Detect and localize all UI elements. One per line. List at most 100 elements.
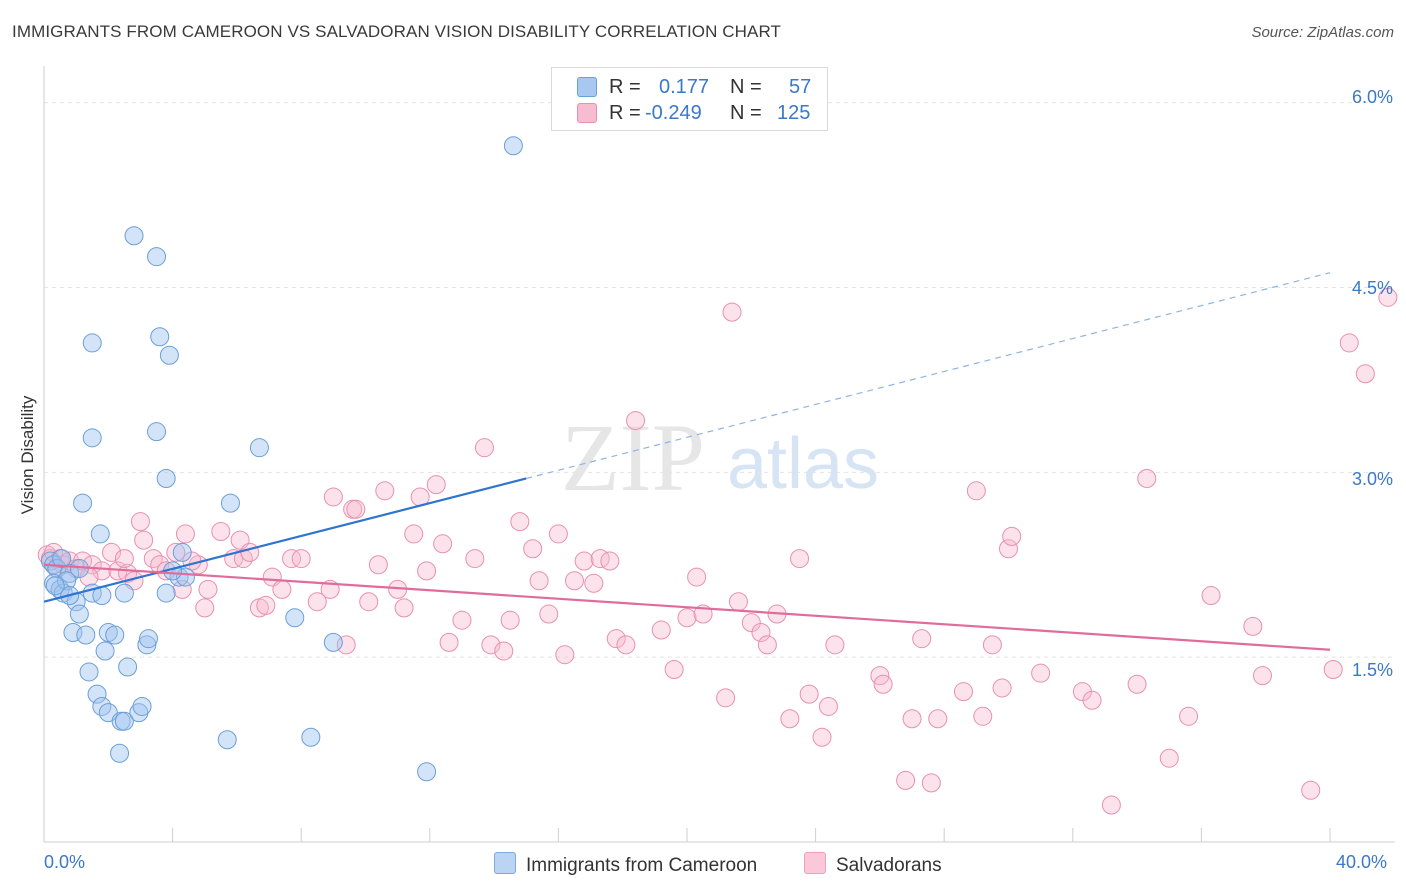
- data-point: [1137, 468, 1157, 488]
- axes: [43, 66, 1395, 843]
- data-point: [439, 632, 459, 652]
- n-value: 125: [777, 102, 811, 124]
- data-point: [272, 579, 292, 599]
- data-point: [1159, 748, 1179, 768]
- data-point: [799, 684, 819, 704]
- data-point: [130, 512, 150, 532]
- data-point: [825, 635, 845, 655]
- data-point: [912, 629, 932, 649]
- gridlines: [44, 102, 1395, 658]
- data-point: [211, 521, 231, 541]
- data-point: [465, 549, 485, 569]
- trend-line-cameroon: [43, 477, 527, 603]
- data-point: [818, 696, 838, 716]
- data-point: [928, 709, 948, 729]
- data-point: [166, 542, 186, 562]
- legend-swatch-pink: [804, 852, 826, 874]
- data-point: [1201, 586, 1221, 606]
- data-point: [555, 645, 575, 665]
- watermark-atlas: atlas: [727, 424, 879, 504]
- data-point: [1127, 674, 1147, 694]
- data-point: [147, 247, 167, 267]
- data-point: [873, 674, 893, 694]
- data-point: [1082, 690, 1102, 710]
- data-point: [129, 703, 149, 723]
- data-point: [394, 598, 414, 618]
- data-point: [523, 539, 543, 559]
- data-point: [1179, 706, 1199, 726]
- data-point: [812, 727, 832, 747]
- data-point: [417, 762, 437, 782]
- data-point: [584, 573, 604, 593]
- data-point: [548, 524, 568, 544]
- data-point: [790, 549, 810, 569]
- n-label: N =: [730, 76, 762, 98]
- data-point: [156, 583, 176, 603]
- legend-swatch-pink: [577, 103, 597, 123]
- data-point: [1378, 287, 1398, 307]
- data-point: [240, 542, 260, 562]
- data-point: [500, 610, 520, 630]
- data-point: [90, 524, 110, 544]
- data-point: [82, 428, 102, 448]
- data-point: [198, 579, 218, 599]
- legend-swatch-blue: [577, 77, 597, 97]
- data-point: [503, 136, 523, 156]
- data-point: [137, 635, 157, 655]
- data-point: [118, 563, 138, 583]
- data-point: [256, 595, 276, 615]
- data-point: [999, 539, 1018, 559]
- data-point: [375, 481, 395, 501]
- data-point: [220, 493, 240, 513]
- data-point: [780, 709, 800, 729]
- data-point: [282, 549, 302, 569]
- data-point: [175, 524, 195, 544]
- data-point: [79, 662, 99, 682]
- data-point: [368, 555, 388, 575]
- data-point: [159, 345, 179, 365]
- data-point: [132, 696, 152, 716]
- legend-item-salvadorans: Salvadorans: [804, 852, 942, 877]
- n-label: N =: [730, 102, 762, 124]
- chart-title: IMMIGRANTS FROM CAMEROON VS SALVADORAN V…: [12, 22, 782, 41]
- data-point: [134, 530, 154, 550]
- data-point: [291, 549, 311, 569]
- data-point: [600, 551, 620, 571]
- data-point: [973, 706, 993, 726]
- correlation-legend: R = 0.177 N = 57 R = -0.249 N = 125: [551, 67, 828, 131]
- data-point: [114, 549, 134, 569]
- data-point: [124, 226, 144, 246]
- data-point: [110, 743, 130, 763]
- trend-line-salvadorans: [43, 563, 1331, 651]
- data-point: [114, 711, 134, 731]
- r-label: R =: [609, 102, 641, 124]
- data-point: [195, 598, 215, 618]
- data-point: [172, 542, 192, 562]
- data-point: [616, 635, 636, 655]
- data-point: [921, 773, 941, 793]
- data-point: [1252, 666, 1272, 686]
- y-tick-label: 6.0%: [1351, 87, 1393, 107]
- data-point: [95, 641, 115, 661]
- data-point: [716, 688, 736, 708]
- data-point: [751, 623, 771, 643]
- data-point: [677, 608, 697, 628]
- x-tick-label-max: 40.0%: [1336, 852, 1388, 872]
- data-point: [757, 635, 777, 655]
- data-point: [574, 551, 594, 571]
- data-point: [323, 632, 343, 652]
- data-point: [76, 625, 96, 645]
- y-tick-label: 4.5%: [1351, 278, 1393, 298]
- trend-lines: [43, 272, 1331, 651]
- data-point: [452, 610, 472, 630]
- r-label: R =: [609, 76, 641, 98]
- data-point: [404, 524, 424, 544]
- data-point: [1339, 333, 1359, 353]
- data-point: [433, 534, 453, 554]
- data-point: [285, 608, 305, 628]
- data-point: [323, 487, 343, 507]
- data-point: [114, 583, 134, 603]
- data-point: [52, 549, 72, 569]
- data-point: [147, 422, 167, 442]
- data-point: [896, 770, 916, 790]
